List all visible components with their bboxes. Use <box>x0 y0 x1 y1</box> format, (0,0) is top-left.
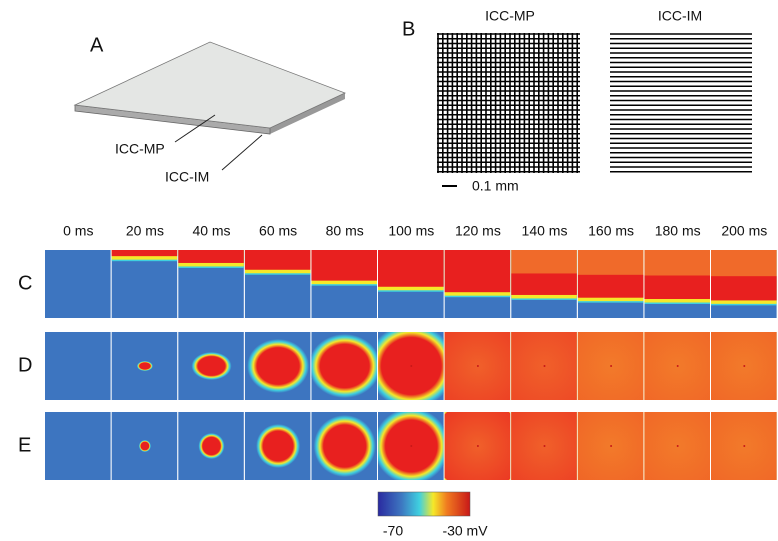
pacemaker <box>743 365 745 367</box>
front-red <box>578 275 645 298</box>
front-red <box>178 250 245 263</box>
wave <box>137 361 153 371</box>
row-label: C <box>18 272 32 294</box>
front-red <box>511 273 578 294</box>
network-label: ICC-MP <box>485 8 535 24</box>
pacemaker <box>677 365 679 367</box>
front-red <box>445 250 512 292</box>
sim-tile <box>445 250 512 318</box>
time-label: 140 ms <box>522 223 568 239</box>
wave <box>192 352 232 380</box>
sim-tile <box>309 332 381 400</box>
front-red <box>711 276 778 300</box>
pacemaker <box>410 445 412 447</box>
time-label: 40 ms <box>192 223 230 239</box>
sim-tile <box>367 324 455 408</box>
time-label: 60 ms <box>259 223 297 239</box>
tile-bg <box>45 250 112 318</box>
row-label: D <box>18 354 32 376</box>
sim-tile <box>178 250 245 318</box>
pacemaker <box>544 445 546 447</box>
pacemaker <box>610 445 612 447</box>
row-label: E <box>18 434 31 456</box>
sim-tile <box>45 412 112 480</box>
sim-tile <box>378 250 445 318</box>
wave <box>247 339 309 393</box>
pacemaker <box>477 445 479 447</box>
page: {"panel_a": {"label": "A", "layers": ["I… <box>0 0 778 541</box>
time-label: 200 ms <box>721 223 767 239</box>
sim-tile <box>245 332 312 400</box>
time-label: 180 ms <box>655 223 701 239</box>
sim-tile <box>112 412 179 480</box>
panel-label: B <box>402 18 415 40</box>
icc-im-network <box>610 34 752 172</box>
sim-tile <box>178 412 245 480</box>
pacemaker <box>743 445 745 447</box>
sim-tile <box>45 250 112 318</box>
tile-bg <box>45 332 112 400</box>
pacemaker <box>410 365 412 367</box>
sim-tile <box>245 412 312 480</box>
panel-label: A <box>90 34 104 56</box>
time-label: 160 ms <box>588 223 634 239</box>
wave <box>314 415 376 477</box>
sim-tile <box>245 250 312 318</box>
sim-tile <box>311 412 378 480</box>
tile-bg <box>45 412 112 480</box>
time-label: 100 ms <box>388 223 434 239</box>
front-red <box>644 276 711 300</box>
wave <box>309 334 381 398</box>
time-label: 80 ms <box>326 223 364 239</box>
front-red <box>311 250 378 281</box>
layer-label: ICC-MP <box>115 141 165 157</box>
sim-tile <box>578 250 645 318</box>
colorbar <box>378 492 470 516</box>
wave <box>256 424 300 468</box>
leader-line <box>222 135 262 170</box>
front-red <box>112 250 179 256</box>
scale-label: 0.1 mm <box>472 178 519 194</box>
sim-tile <box>45 332 112 400</box>
figure: A ICC-MP ICC-IM B ICC-MP ICC-IM 0.1 mm -… <box>0 0 778 541</box>
pacemaker <box>477 365 479 367</box>
time-label: 120 ms <box>455 223 501 239</box>
colorbar-label: -30 mV <box>442 523 488 539</box>
pacemaker <box>677 445 679 447</box>
sim-tile <box>112 332 179 400</box>
sim-tile <box>178 332 245 400</box>
sim-tile <box>644 250 711 318</box>
wave <box>139 440 151 452</box>
front-red <box>378 250 445 287</box>
sim-tile <box>711 250 778 318</box>
sim-tile <box>112 250 179 318</box>
layer-label: ICC-IM <box>165 169 209 185</box>
sim-tile <box>373 408 449 484</box>
pacemaker <box>610 365 612 367</box>
sim-tile <box>311 250 378 318</box>
pacemaker <box>544 365 546 367</box>
time-label: 20 ms <box>126 223 164 239</box>
network-label: ICC-IM <box>658 8 702 24</box>
front-red <box>245 250 312 270</box>
time-label: 0 ms <box>63 223 93 239</box>
sim-tile <box>511 250 578 318</box>
icc-mp-network <box>437 33 580 173</box>
colorbar-label: -70 <box>383 523 403 539</box>
wave <box>199 433 225 459</box>
